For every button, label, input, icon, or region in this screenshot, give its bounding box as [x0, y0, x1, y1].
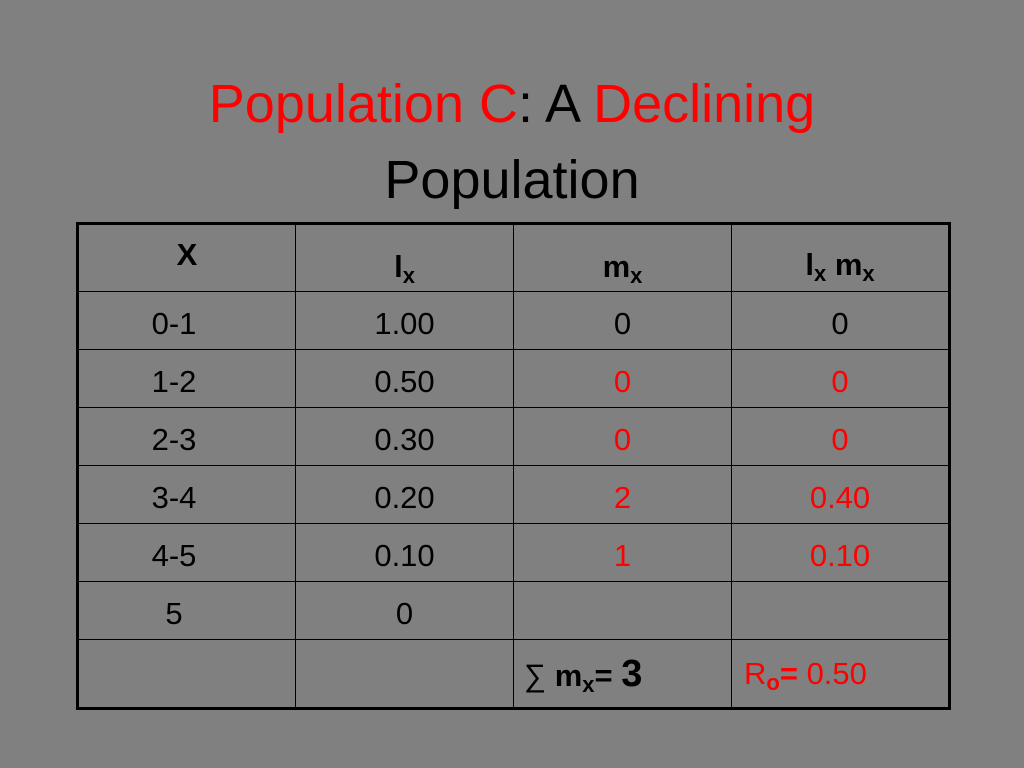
r0-value: 0.50: [797, 656, 867, 691]
table-row: 3-4 0.20 2 0.40: [77, 465, 950, 524]
cell-lxmx: [731, 581, 950, 640]
cell-lxmx: 0.40: [731, 465, 950, 524]
cell-lxmx: 0: [731, 407, 950, 466]
r0-base: R: [744, 656, 767, 691]
cell-mx: 0: [513, 291, 732, 350]
sum-mx-sub: x: [582, 672, 595, 697]
title-colon-a: : A: [518, 74, 594, 134]
cell-lxmx: 0: [731, 291, 950, 350]
summary-empty-2: [295, 639, 514, 709]
r0-equals: =: [779, 656, 798, 691]
table-row: 5 0: [77, 581, 950, 640]
cell-mx: 0: [513, 349, 732, 408]
cell-x: 4-5: [77, 523, 296, 582]
cell-mx: 1: [513, 523, 732, 582]
cell-lx: 0: [295, 581, 514, 640]
cell-x-value: 0-1: [151, 306, 197, 341]
table-row: 4-5 0.10 1 0.10: [77, 523, 950, 582]
header-lx-base: l: [394, 249, 403, 284]
header-lxmx-sub2: x: [862, 261, 875, 286]
cell-lx: 0.20: [295, 465, 514, 524]
title-population-c: Population C: [208, 74, 518, 134]
summary-row: ∑ mx= 3 Ro= 0.50: [77, 639, 950, 709]
header-lx: lx: [295, 223, 514, 292]
cell-x: 0-1: [77, 291, 296, 350]
cell-lx: 0.50: [295, 349, 514, 408]
sum-mx-cell: ∑ mx= 3: [513, 639, 732, 709]
summary-empty-1: [77, 639, 296, 709]
cell-lxmx: 0: [731, 349, 950, 408]
r0-cell: Ro= 0.50: [731, 639, 950, 709]
header-x-label: X: [176, 237, 198, 272]
cell-mx: 0: [513, 407, 732, 466]
header-row: X lx mx lx mx: [77, 223, 950, 292]
cell-x-value: 5: [165, 596, 183, 631]
sum-symbol: ∑: [524, 658, 555, 693]
cell-lx: 1.00: [295, 291, 514, 350]
header-x: X: [77, 223, 296, 292]
sum-mx-base: m: [554, 658, 583, 693]
cell-x: 2-3: [77, 407, 296, 466]
table-row: 0-1 1.00 0 0: [77, 291, 950, 350]
cell-x-value: 4-5: [151, 538, 197, 573]
cell-lx: 0.30: [295, 407, 514, 466]
cell-mx: [513, 581, 732, 640]
cell-x-value: 2-3: [151, 422, 197, 457]
cell-x-value: 1-2: [151, 364, 197, 399]
header-lxmx-base2: m: [826, 247, 863, 282]
header-lxmx-sub1: x: [813, 261, 827, 286]
r0-sub: o: [766, 670, 780, 695]
header-mx-sub: x: [630, 263, 643, 288]
cell-x: 5: [77, 581, 296, 640]
header-mx-base: m: [602, 249, 631, 284]
cell-x: 3-4: [77, 465, 296, 524]
sum-equals: =: [594, 658, 622, 693]
cell-mx: 2: [513, 465, 732, 524]
slide-title: Population C: A Declining Population: [0, 66, 1024, 218]
sum-value: 3: [621, 653, 643, 695]
header-lxmx: lx mx: [731, 223, 950, 292]
header-lxmx-base1: l: [805, 247, 814, 282]
header-lx-sub: x: [402, 263, 415, 288]
title-line-1: Population C: A Declining: [0, 66, 1024, 142]
cell-lxmx: 0.10: [731, 523, 950, 582]
cell-x-value: 3-4: [151, 480, 197, 515]
header-mx: mx: [513, 223, 732, 292]
life-table: X lx mx lx mx 0-1 1.00 0 0 1-2 0.50 0 0 …: [76, 222, 951, 710]
table-row: 2-3 0.30 0 0: [77, 407, 950, 466]
title-declining: Declining: [593, 74, 816, 134]
cell-x: 1-2: [77, 349, 296, 408]
cell-lx: 0.10: [295, 523, 514, 582]
title-line-2: Population: [384, 150, 640, 210]
table-row: 1-2 0.50 0 0: [77, 349, 950, 408]
